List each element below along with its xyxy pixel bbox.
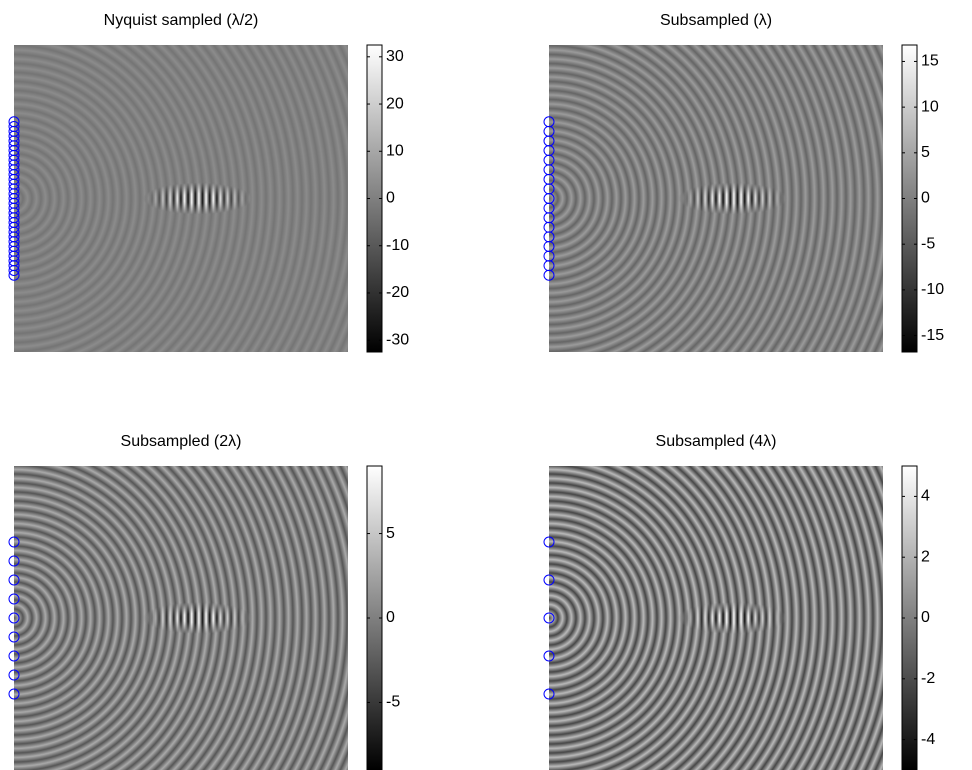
sensor-marker (8, 593, 20, 605)
focal-fringe (672, 178, 793, 219)
colorbar-tick-label: 10 (921, 98, 939, 115)
image-panel (8, 45, 348, 352)
panel-title: Subsampled (2λ) (121, 433, 242, 450)
colorbar-tick-label: -5 (386, 694, 400, 711)
colorbar-tick-label: -15 (921, 327, 944, 344)
sensor-marker (543, 574, 555, 586)
panel-title: Subsampled (4λ) (656, 433, 777, 450)
image-panel (543, 466, 883, 770)
focal-fringe (137, 178, 258, 219)
sensor-marker (543, 650, 555, 662)
colorbar-tick-label: -4 (921, 731, 935, 748)
colorbar-tick-label: -10 (921, 281, 944, 298)
sensor-marker (8, 536, 20, 548)
sensor-marker (8, 264, 20, 276)
sensor-marker (8, 269, 20, 281)
panel-title: Subsampled (λ) (660, 12, 772, 29)
sensor-marker (8, 688, 20, 700)
sensor-marker (8, 612, 20, 624)
image-panel (543, 45, 883, 352)
colorbar-tick-label: 15 (921, 53, 939, 70)
focal-fringe (672, 598, 793, 638)
panel-title: Nyquist sampled (λ/2) (104, 12, 259, 29)
colorbar-tick-label: -2 (921, 670, 935, 687)
colorbar-tick-label: 0 (921, 190, 930, 207)
sensor-marker (8, 650, 20, 662)
colorbar-tick-label: 10 (386, 142, 404, 159)
image-panel (8, 466, 348, 770)
colorbar-tick-label: 0 (386, 609, 395, 626)
sensor-marker (8, 631, 20, 643)
colorbar-tick-label: 2 (921, 548, 930, 565)
colorbar-tick-label: -5 (921, 235, 935, 252)
sensor-marker (8, 669, 20, 681)
colorbar-tick-label: 0 (921, 609, 930, 626)
colorbar-tick-label: 30 (386, 48, 404, 65)
colorbar-tick-label: -30 (386, 331, 409, 348)
colorbar-tick-label: 5 (386, 525, 395, 542)
colorbar-tick-label: 20 (386, 95, 404, 112)
sensor-marker (543, 269, 555, 281)
colorbar-tick-label: -10 (386, 237, 409, 254)
sensor-marker (8, 574, 20, 586)
sensor-marker (543, 536, 555, 548)
sensor-marker (543, 612, 555, 624)
focal-fringe (137, 598, 258, 638)
colorbar-tick-label: 0 (386, 190, 395, 207)
sensor-marker (543, 688, 555, 700)
sensor-marker (8, 555, 20, 567)
colorbar-tick-label: -20 (386, 284, 409, 301)
colorbar-tick-label: 5 (921, 144, 930, 161)
colorbar-tick-label: 4 (921, 488, 930, 505)
